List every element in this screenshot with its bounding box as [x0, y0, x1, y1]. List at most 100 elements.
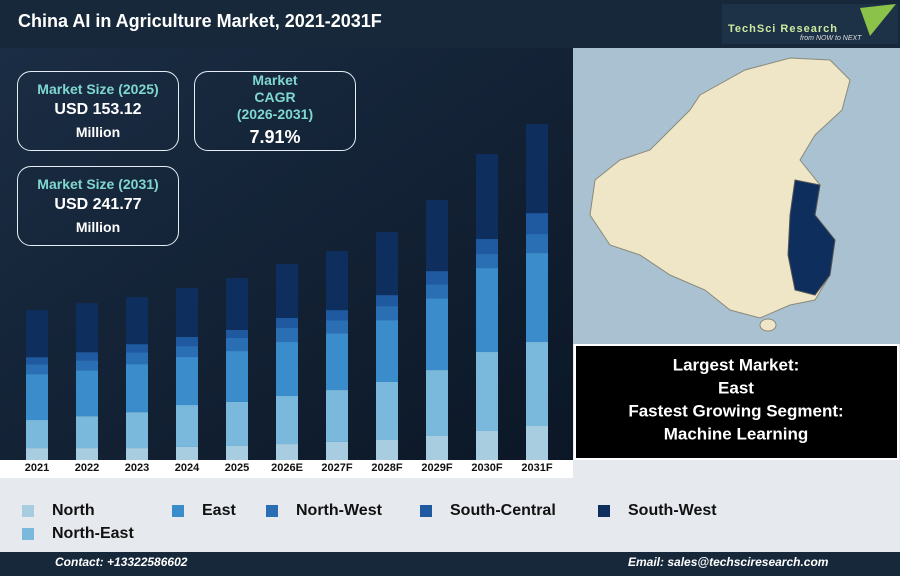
- x-tick-label: 2028F: [371, 462, 402, 474]
- bar-segment: [226, 401, 248, 446]
- bar-segment: [26, 364, 48, 375]
- bar-segment: [476, 430, 498, 460]
- bar-segment: [426, 370, 448, 436]
- bar-segment: [226, 278, 248, 330]
- bar-segment: [176, 288, 198, 338]
- legend-swatch: [420, 505, 432, 517]
- bar-segment: [326, 310, 348, 321]
- fastest-value: Machine Learning: [664, 424, 809, 443]
- x-axis-strip: [0, 460, 573, 478]
- bar-segment: [226, 329, 248, 338]
- bar-segment: [426, 271, 448, 285]
- highlight-box: [574, 344, 899, 460]
- bar-segment: [376, 295, 398, 307]
- bar-segment: [326, 390, 348, 442]
- stat-value: 7.91%: [249, 126, 301, 147]
- x-tick-label: 2021: [25, 462, 49, 474]
- bar-segment: [226, 445, 248, 460]
- x-tick-label: 2029F: [421, 462, 452, 474]
- stat-unit: Million: [75, 218, 121, 235]
- legend-label: North: [52, 502, 95, 519]
- bar-segment: [476, 239, 498, 255]
- stat-box: Market Size (2025) USD 153.12 Million: [17, 71, 179, 151]
- legend-swatch: [266, 505, 278, 517]
- bar-segment: [176, 405, 198, 447]
- bar-segment: [126, 352, 148, 365]
- largest-label: Largest Market:: [673, 355, 800, 374]
- bar-segment: [526, 253, 548, 343]
- bar-segment: [476, 154, 498, 240]
- bar-segment: [276, 444, 298, 460]
- x-tick-label: 2024: [175, 462, 200, 474]
- fastest-label: Fastest Growing Segment:: [628, 401, 843, 420]
- bar-segment: [126, 412, 148, 449]
- bar-segment: [326, 441, 348, 460]
- bar-segment: [176, 446, 198, 460]
- bar-segment: [176, 357, 198, 406]
- legend-label: North-East: [52, 525, 134, 542]
- bar-segment: [76, 416, 98, 449]
- stat-label: Market Size (2025): [37, 80, 159, 97]
- x-tick-label: 2027F: [321, 462, 352, 474]
- legend-label: North-West: [296, 502, 383, 519]
- bar-segment: [326, 333, 348, 391]
- stat-unit: Million: [75, 123, 121, 140]
- bar-segment: [26, 357, 48, 365]
- map-china: [589, 57, 851, 319]
- bar-segment: [26, 420, 48, 449]
- bar-segment: [476, 352, 498, 431]
- bar-segment: [526, 213, 548, 235]
- x-tick-label: 2022: [75, 462, 99, 474]
- map-east-region: [787, 179, 836, 296]
- footer-contact: Contact: +13322586602: [55, 555, 188, 569]
- bar-segment: [126, 448, 148, 460]
- bar-segment: [276, 328, 298, 343]
- stat-label: Market Size (2031): [37, 175, 159, 192]
- bar-segment: [376, 306, 398, 321]
- bar-segment: [76, 370, 98, 417]
- bar-segment: [326, 320, 348, 334]
- footer-email: Email: sales@techsciresearch.com: [628, 555, 829, 569]
- logo-text: TechSci Research: [728, 23, 838, 35]
- bar-segment: [126, 364, 148, 413]
- bar-segment: [126, 297, 148, 345]
- x-tick-label: 2031F: [521, 462, 552, 474]
- logo-mark: [860, 4, 896, 36]
- bar-segment: [526, 342, 548, 426]
- x-tick-label: 2023: [125, 462, 149, 474]
- legend-label: South-Central: [450, 502, 556, 519]
- bar-segment: [76, 352, 98, 361]
- footer-bar: [0, 552, 900, 576]
- bar-segment: [126, 344, 148, 353]
- bar-segment: [276, 264, 298, 319]
- stat-box: Market Size (2031) USD 241.77 Million: [17, 166, 179, 246]
- stat-label: Market CAGR (2026-2031): [236, 71, 314, 122]
- legend-label: South-West: [628, 502, 717, 519]
- bar-segment: [426, 298, 448, 371]
- bar-segment: [176, 346, 198, 358]
- bar-segment: [276, 396, 298, 445]
- bar-segment: [476, 268, 498, 353]
- x-tick-label: 2026E: [271, 462, 303, 474]
- x-tick-label: 2025: [225, 462, 249, 474]
- stat-value: USD 241.77: [54, 195, 142, 213]
- legend-swatch: [598, 505, 610, 517]
- bar-segment: [76, 360, 98, 371]
- bar-segment: [426, 435, 448, 460]
- legend-label: East: [202, 502, 236, 519]
- bar-segment: [276, 318, 298, 329]
- bar-segment: [326, 251, 348, 311]
- bar-segment: [276, 342, 298, 397]
- bar-segment: [426, 200, 448, 272]
- legend-swatch: [22, 505, 34, 517]
- bar-segment: [226, 351, 248, 402]
- bar-segment: [376, 232, 398, 296]
- bar-segment: [526, 425, 548, 460]
- map-hainan: [759, 318, 777, 332]
- bar-segment: [426, 284, 448, 299]
- bar-segment: [226, 337, 248, 352]
- bar-segment: [376, 320, 398, 382]
- largest-value: East: [718, 378, 754, 397]
- bar-segment: [526, 234, 548, 254]
